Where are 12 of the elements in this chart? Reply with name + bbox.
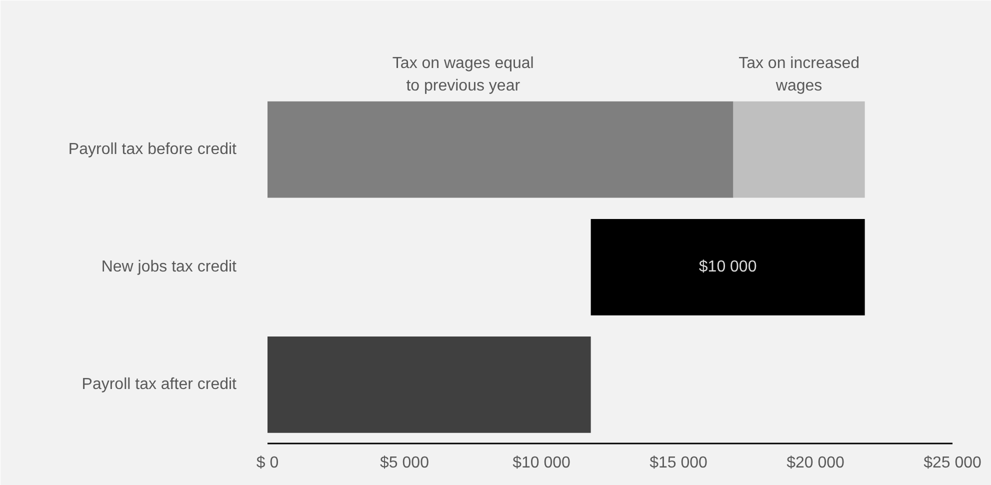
y-tick-label: New jobs tax credit <box>101 258 238 276</box>
x-tick-label: $ 0 <box>256 454 279 472</box>
y-tick-label: Payroll tax before credit <box>68 141 238 158</box>
x-tick-label: $10 000 <box>512 454 571 472</box>
x-tick-label: $15 000 <box>650 454 708 472</box>
x-tick-label: $20 000 <box>786 454 845 472</box>
y-tick-label: Payroll tax after credit <box>82 376 238 394</box>
series-label: Tax on increased wages <box>738 55 860 94</box>
series-label: Tax on wages equal to previous year <box>392 55 534 94</box>
data-label: $10 000 <box>698 258 757 276</box>
x-tick-label: $25 000 <box>924 454 982 472</box>
x-tick-label: $5 000 <box>380 454 430 472</box>
